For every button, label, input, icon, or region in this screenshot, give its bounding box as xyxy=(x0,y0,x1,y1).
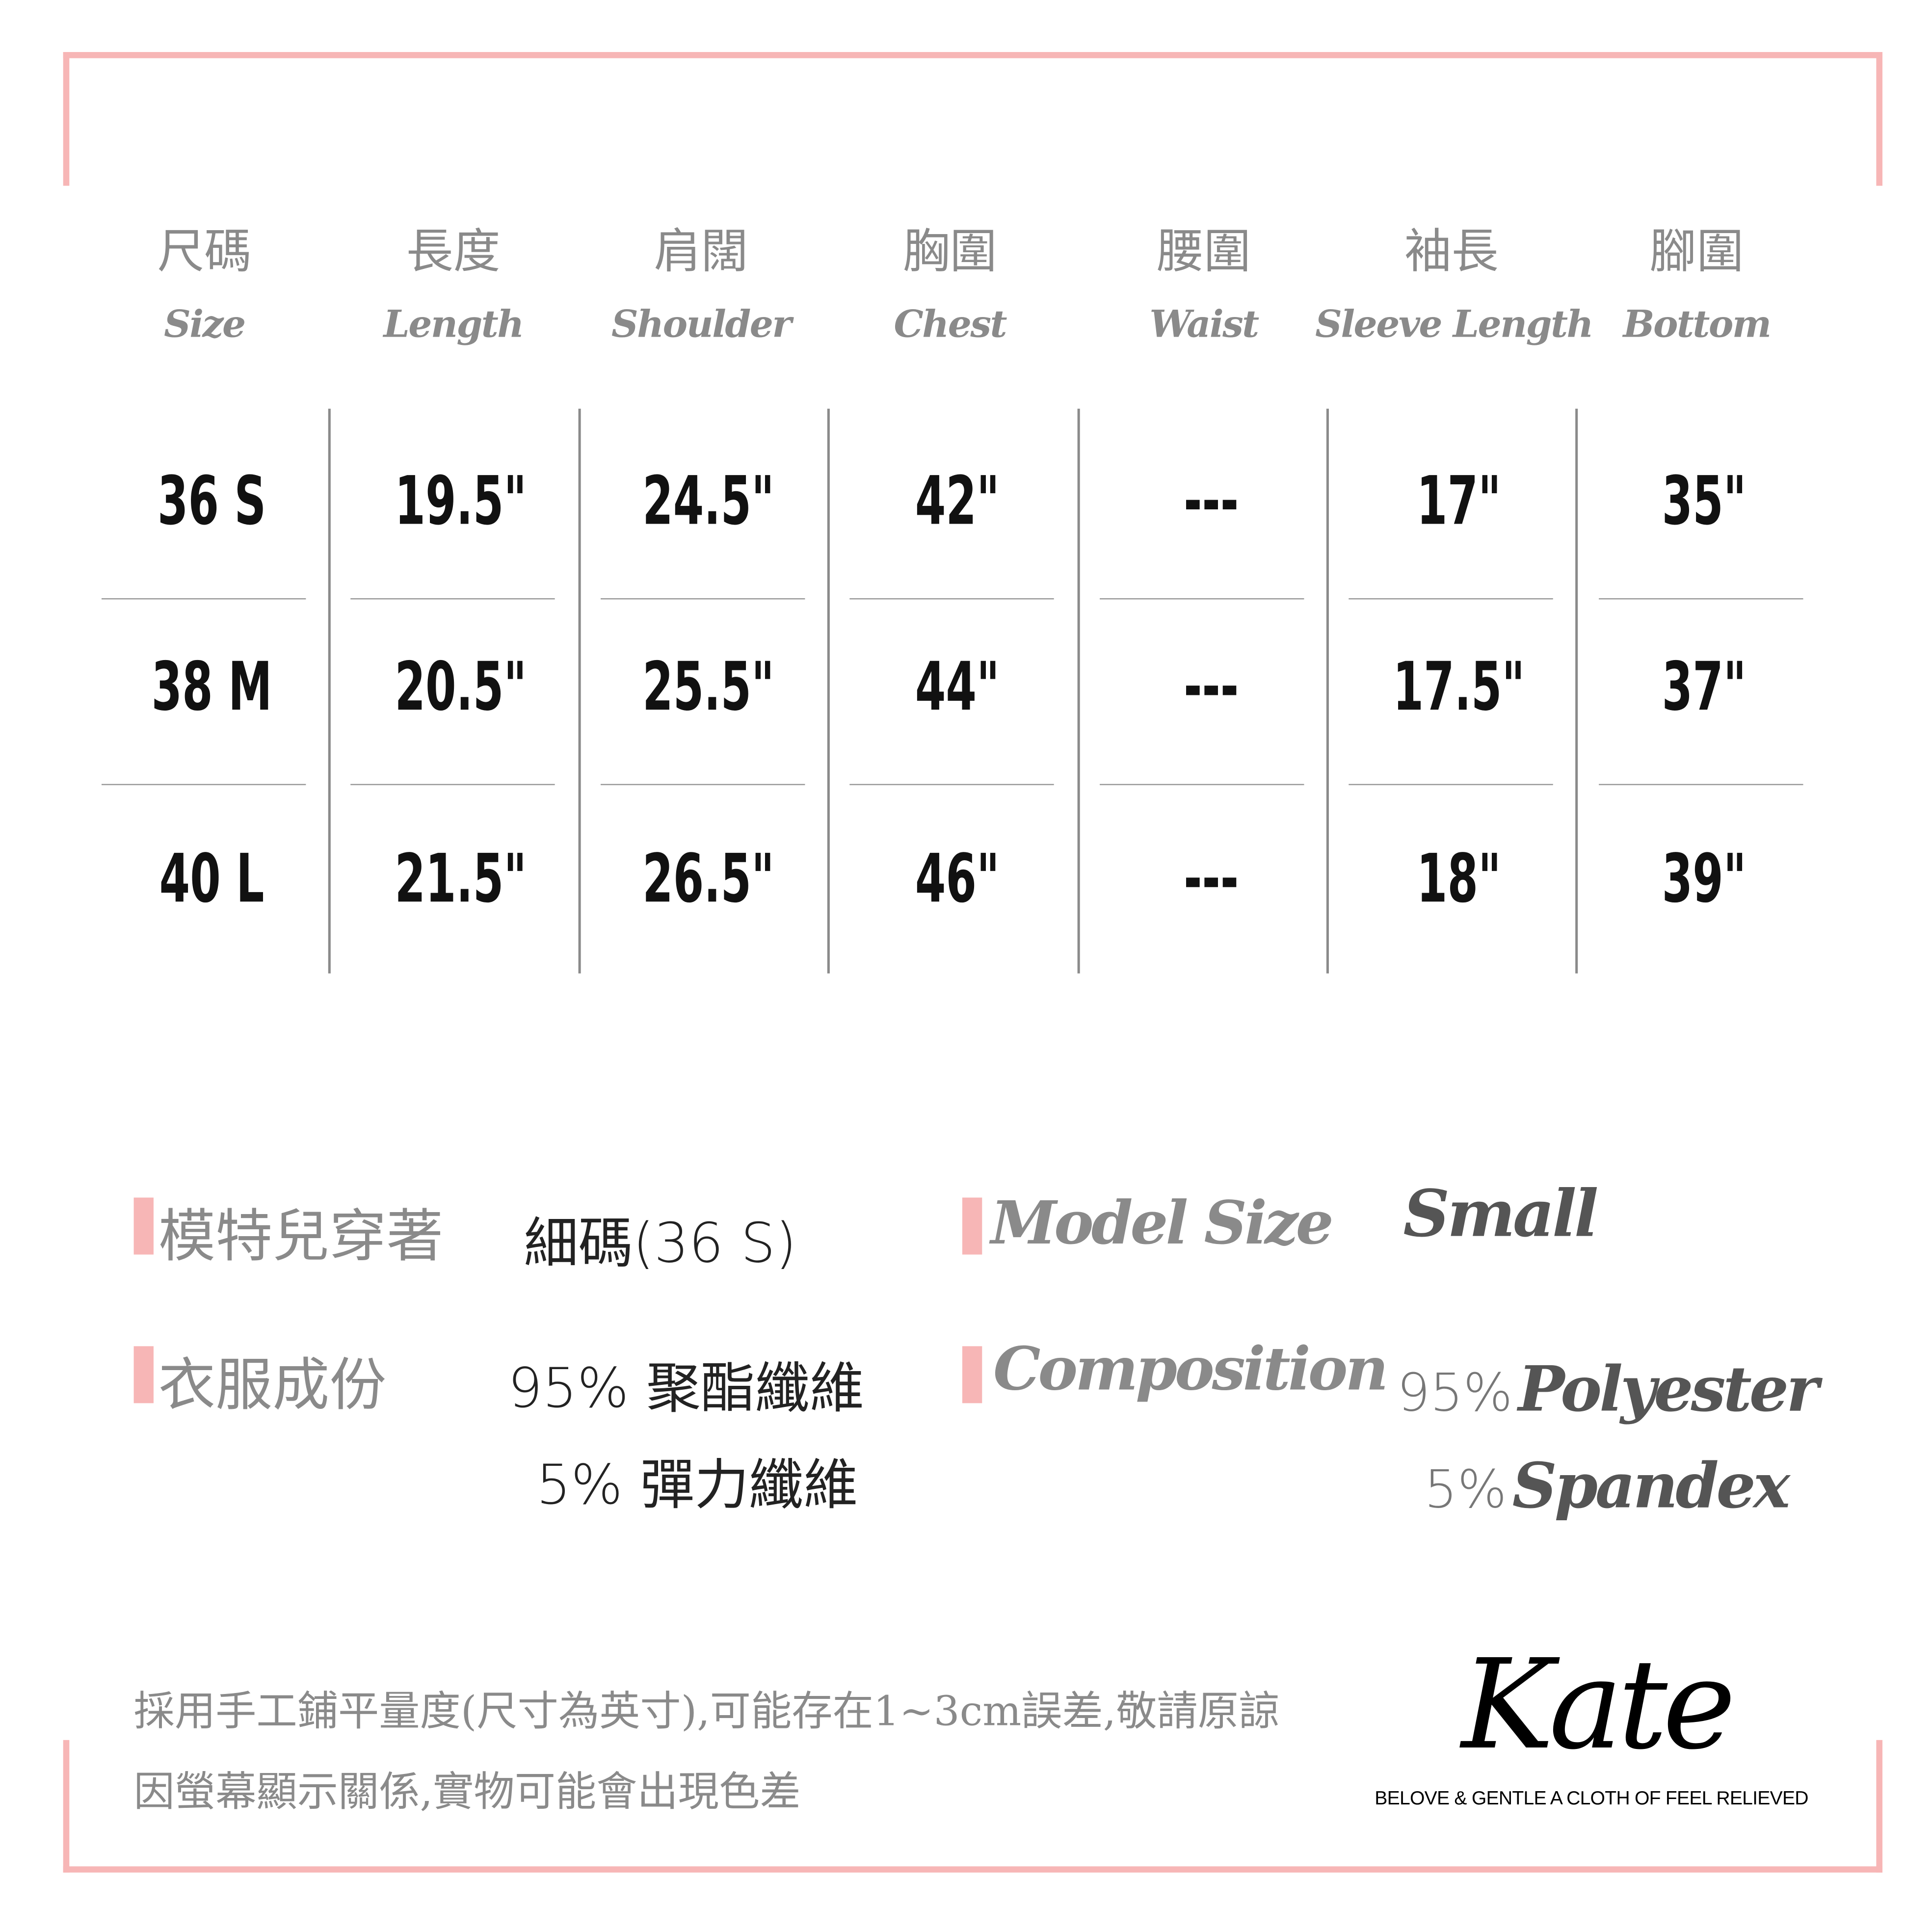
row-divider xyxy=(600,784,805,786)
row-divider xyxy=(101,598,306,600)
table-cell: 24.5" xyxy=(642,462,774,540)
table-cell: 37" xyxy=(1662,647,1747,726)
row-divider xyxy=(1100,598,1304,600)
brand-logo: Kate xyxy=(1461,1632,1736,1777)
row-divider xyxy=(101,784,306,786)
table-cell: 40 L xyxy=(159,840,265,918)
composition-line2-zh: 5% 彈力纖維 xyxy=(536,1454,858,1517)
model-label-en: Model Size xyxy=(990,1189,1334,1259)
composition-line2-en: 5% Spandex xyxy=(1424,1449,1790,1522)
model-marker xyxy=(133,1197,154,1255)
composition-line1-en: 95% Polyester xyxy=(1397,1352,1819,1426)
column-divider xyxy=(827,408,829,974)
header-en: Sleeve Length xyxy=(1315,303,1593,347)
row-divider xyxy=(1599,784,1803,786)
table-cell: 44" xyxy=(915,647,1000,726)
model-value-zh: 細碼(36 S) xyxy=(524,1212,797,1276)
table-cell: 19.5" xyxy=(395,462,527,540)
composition-pct1: 95% xyxy=(1397,1362,1513,1423)
header-zh: 胸圍 xyxy=(902,224,997,279)
row-divider xyxy=(1599,598,1803,600)
composition-label-en: Composition xyxy=(993,1335,1388,1404)
row-divider xyxy=(600,598,805,600)
table-cell: 42" xyxy=(915,462,1000,540)
row-divider xyxy=(1100,784,1304,786)
composition-pct2: 5% xyxy=(1424,1458,1507,1520)
header-en: Chest xyxy=(894,303,1007,347)
column-divider xyxy=(1326,408,1328,974)
table-cell: --- xyxy=(1184,462,1239,540)
table-cell: 17.5" xyxy=(1393,647,1525,726)
brand-tagline: BELOVE & GENTLE A CLOTH OF FEEL RELIEVED xyxy=(1375,1788,1808,1810)
row-divider xyxy=(1349,784,1553,786)
table-cell: 38 M xyxy=(151,647,272,726)
header-zh: 袖長 xyxy=(1404,224,1499,279)
header-en: Size xyxy=(164,303,246,347)
header-zh: 腳圍 xyxy=(1649,224,1744,279)
table-cell: 36 S xyxy=(157,462,266,540)
composition-mat1: Polyester xyxy=(1518,1352,1819,1426)
table-cell: 21.5" xyxy=(395,840,527,918)
table-cell: --- xyxy=(1184,647,1239,726)
header-en: Shoulder xyxy=(611,303,792,347)
header-zh: 腰圍 xyxy=(1157,224,1251,279)
header-en: Bottom xyxy=(1623,303,1772,347)
row-divider xyxy=(849,784,1054,786)
composition-marker xyxy=(133,1346,154,1403)
table-cell: --- xyxy=(1184,840,1239,918)
composition-mat2: Spandex xyxy=(1512,1449,1790,1522)
frame-right-bottom xyxy=(1876,1740,1883,1873)
header-zh: 肩闊 xyxy=(654,224,748,279)
table-cell: 26.5" xyxy=(642,840,774,918)
composition-marker-en xyxy=(962,1346,982,1403)
header-en: Waist xyxy=(1149,303,1259,347)
table-cell: 35" xyxy=(1662,462,1747,540)
table-cell: 18" xyxy=(1416,840,1501,918)
model-marker-en xyxy=(962,1197,982,1255)
footer-note-2: 因螢幕顯示關係,實物可能會出現色差 xyxy=(133,1767,801,1816)
column-divider xyxy=(578,408,581,974)
row-divider xyxy=(350,598,555,600)
header-en: Length xyxy=(383,303,525,347)
footer-note-1: 採用手工鋪平量度(尺寸為英寸),可能存在1~3cm誤差,敬請原諒 xyxy=(133,1687,1280,1735)
composition-line1-zh: 95% 聚酯纖維 xyxy=(507,1357,865,1421)
frame-left-bottom xyxy=(63,1740,70,1873)
row-divider xyxy=(350,784,555,786)
model-label-zh: 模特兒穿著 xyxy=(159,1202,444,1270)
column-divider xyxy=(1077,408,1080,974)
frame-left-top xyxy=(63,52,70,186)
table-cell: 17" xyxy=(1416,462,1501,540)
table-cell: 20.5" xyxy=(395,647,527,726)
frame-bottom xyxy=(63,1866,1883,1873)
composition-label-zh: 衣服成份 xyxy=(159,1351,387,1418)
header-zh: 尺碼 xyxy=(157,224,252,279)
frame-right-top xyxy=(1876,52,1883,186)
table-cell: 39" xyxy=(1662,840,1747,918)
column-divider xyxy=(1575,408,1577,974)
table-cell: 25.5" xyxy=(642,647,774,726)
row-divider xyxy=(1349,598,1553,600)
table-cell: 46" xyxy=(915,840,1000,918)
header-zh: 長度 xyxy=(406,224,501,279)
row-divider xyxy=(849,598,1054,600)
frame-top xyxy=(63,52,1883,58)
model-value-en: Small xyxy=(1403,1176,1598,1252)
column-divider xyxy=(328,408,330,974)
